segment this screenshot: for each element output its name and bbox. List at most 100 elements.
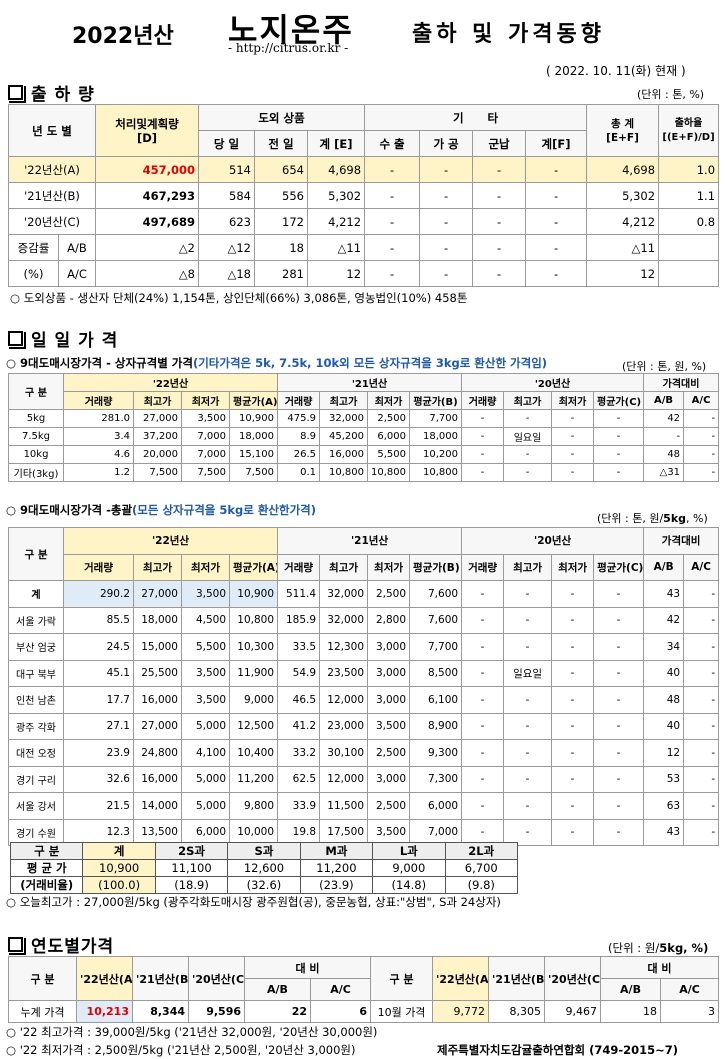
col-sub: 평균가(B) <box>409 553 463 581</box>
value-cell: - <box>683 686 720 714</box>
avg-value: 12,600 <box>227 859 301 877</box>
value-cell: 32,000 <box>319 606 369 634</box>
left-ab: 22 <box>244 1000 311 1023</box>
value-cell: 27,000 <box>133 712 182 740</box>
row-label: 서울 강서 <box>8 792 64 820</box>
col-sub: 최고가 <box>319 391 369 410</box>
value-cell: - <box>551 686 595 714</box>
value-cell: 7,300 <box>409 765 463 793</box>
value-cell: 42 <box>643 409 685 428</box>
yearly-section-title: 연도별가격 <box>8 932 114 957</box>
left-a: 10,213 <box>76 1000 133 1023</box>
value-cell: - <box>683 659 720 687</box>
value-cell: - <box>551 792 595 820</box>
value-cell: 42 <box>643 606 685 634</box>
value-cell: 8,500 <box>409 659 463 687</box>
value-cell: - <box>593 606 645 634</box>
plan-value: 497,689 <box>95 208 199 235</box>
value-cell: 12,000 <box>319 686 369 714</box>
price-summary-table: 구 분 '22년산 '21년산 '20년산 가격대비 거래량 최고가 최저가 평균가(A) 거래량… <box>8 527 720 846</box>
value-cell: - <box>593 765 645 793</box>
price-row: 경기 구리 32.6 16,000 5,000 11,200 62.5 12,000 3,00… <box>8 765 720 793</box>
cell-total: △11 <box>586 234 660 261</box>
col-compare: 가격대비 <box>643 373 720 392</box>
value-cell: 일요일 <box>503 427 553 446</box>
col-sub: 평균가(C) <box>593 553 645 581</box>
value-cell: - <box>551 463 595 482</box>
cell-ratio: 1.0 <box>658 156 720 183</box>
value-cell: 41.2 <box>277 712 321 740</box>
value-cell: - <box>593 427 645 446</box>
price-row: 대구 북부 45.1 25,500 3,500 11,900 54.9 23,500 3,00… <box>8 659 720 687</box>
col-sub: 최고가 <box>319 553 369 581</box>
row-label: 대구 북부 <box>8 659 64 687</box>
shipment-diff-row: 증감률 A/B △2 △12 18 △11- - - - △11 <box>8 234 720 261</box>
size-col: M과 <box>299 842 374 860</box>
value-cell: 27,000 <box>133 580 182 608</box>
cell-process: - <box>419 260 474 287</box>
ratio-value: (32.6) <box>227 876 301 894</box>
left-label: 누계 가격 <box>8 1000 77 1023</box>
daily-sub1: ○ 9대도매시장가격 - 상자규격별 가격(기타가격은 5k, 7.5k, 10… <box>6 356 548 370</box>
value-cell: 15,000 <box>133 633 182 661</box>
value-cell: - <box>461 427 505 446</box>
value-cell: 10,300 <box>228 633 279 661</box>
value-cell: - <box>503 606 553 634</box>
shipment-row: '20년산(C) 497,689 623 172 4,212- - - -4,212 0.8 <box>8 208 720 235</box>
diff-label: 증감률 <box>8 234 59 261</box>
cell-today: △12 <box>198 234 255 261</box>
col-b: '21년산(B) <box>488 956 546 1001</box>
cell-prev: 556 <box>254 182 308 209</box>
value-cell: - <box>683 445 720 464</box>
value-cell: 7,700 <box>409 633 463 661</box>
value-cell: 5,000 <box>181 792 230 820</box>
value-cell: 3,500 <box>181 409 230 428</box>
value-cell: 14,000 <box>133 792 182 820</box>
avg-value: 10,900 <box>82 859 156 877</box>
left-c: 9,596 <box>188 1000 245 1023</box>
value-cell: 32,000 <box>319 409 369 428</box>
cell-total: 5,302 <box>586 182 660 209</box>
col-ab: A/B <box>643 391 685 410</box>
daily-section-title: 일 일 가 격 <box>8 326 118 351</box>
value-cell: 62.5 <box>277 765 321 793</box>
row-label: 경기 수원 <box>8 818 64 846</box>
value-cell: 3,500 <box>181 580 230 608</box>
value-cell: - <box>683 739 720 767</box>
right-ac: 3 <box>660 1000 720 1023</box>
value-cell: - <box>683 606 720 634</box>
ratio-value: (14.8) <box>372 876 446 894</box>
value-cell: - <box>461 445 505 464</box>
avg-value: 6,700 <box>444 859 519 877</box>
cell-total: 4,212 <box>586 208 660 235</box>
value-cell: 11,900 <box>228 659 279 687</box>
right-b: 8,305 <box>488 1000 546 1023</box>
col-sub: 최고가 <box>503 391 553 410</box>
value-cell: 3,500 <box>367 818 411 846</box>
value-cell: 1.2 <box>63 463 134 482</box>
row-label: 계 <box>8 580 64 608</box>
value-cell: 6,100 <box>409 686 463 714</box>
price-row: 7.5kg 3.4 37,200 7,000 18,000 8.9 45,200 6,000 1… <box>8 427 720 446</box>
cell-process: - <box>419 156 474 183</box>
header-row: 거래량 최고가 최저가 평균가(A) 거래량 최고가 최저가 평균가(B) 거래량 최고가 최저가 평… <box>9 553 720 581</box>
daily-sub2: ○ 9대도매시장가격 -총괄(모든 상자규격을 5kg로 환산한가격) <box>6 503 316 517</box>
value-cell: 281.0 <box>63 409 134 428</box>
value-cell: 3,500 <box>181 686 230 714</box>
value-cell: - <box>551 606 595 634</box>
value-cell: 33.2 <box>277 739 321 767</box>
cell-prev: 18 <box>254 234 308 261</box>
header-row: 구 분 '22년산 '21년산 '20년산 가격대비 <box>8 527 720 581</box>
col-sub: 거래량 <box>63 391 134 410</box>
value-cell: - <box>643 427 685 446</box>
value-cell: 32.6 <box>63 765 134 793</box>
size-ratio-row: (거래비율) (100.0) (18.9) (32.6) (23.9) (14.8) (9.… <box>9 876 519 894</box>
checkbox-icon <box>8 937 26 955</box>
col-sub: 최저가 <box>181 391 230 410</box>
price-row: 대전 오정 23.9 24,800 4,100 10,400 33.2 30,100 2,50… <box>8 739 720 767</box>
value-cell: 32,000 <box>319 580 369 608</box>
value-cell: 185.9 <box>277 606 321 634</box>
value-cell: 10,000 <box>228 818 279 846</box>
value-cell: 4.6 <box>63 445 134 464</box>
value-cell: 20,000 <box>133 445 182 464</box>
